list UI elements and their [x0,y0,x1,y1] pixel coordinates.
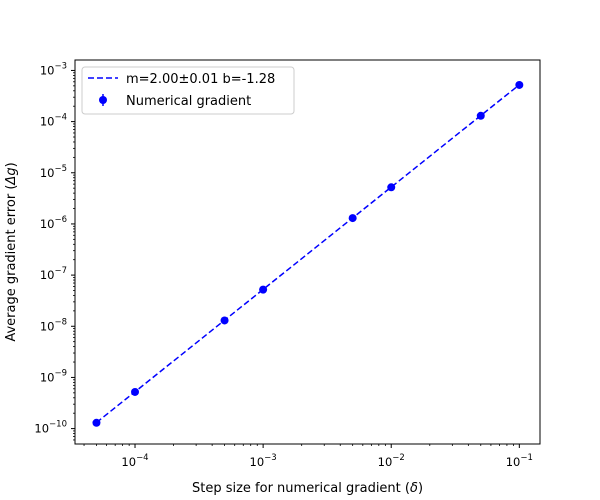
y-tick-label: 10−8 [40,317,67,333]
data-point [259,285,268,294]
x-tick-label: 10−3 [250,453,277,469]
x-tick-label: 10−2 [378,453,405,469]
x-tick-label: 10−4 [121,453,148,469]
y-tick-label: 10−9 [40,368,67,384]
y-tick-label: 10−3 [40,61,67,77]
y-tick-label: 10−6 [40,215,67,231]
x-tick-label: 10−1 [506,453,533,469]
x-axis-label: Step size for numerical gradient (δ) [192,481,423,496]
y-tick-label: 10−10 [34,420,67,436]
legend-box [81,66,295,115]
data-point [515,80,524,89]
y-tick-label: 10−5 [40,164,67,180]
major-ticks [71,69,520,448]
legend-points-label: Numerical gradient [126,94,251,109]
fit-line [95,84,520,424]
plot-frame [74,59,541,445]
legend: m=2.00±0.01 b=-1.28 Numerical gradient [81,66,295,115]
data-point [131,387,140,396]
data-point [348,214,357,223]
data-point [476,111,485,120]
data-point [92,418,101,427]
data-point [220,316,229,325]
data-point [387,183,396,192]
y-tick-label: 10−7 [40,266,67,282]
legend-fit-label: m=2.00±0.01 b=-1.28 [126,72,275,87]
y-tick-label: 10−4 [40,113,67,129]
y-axis-label: Average gradient error (Δg) [4,162,19,341]
